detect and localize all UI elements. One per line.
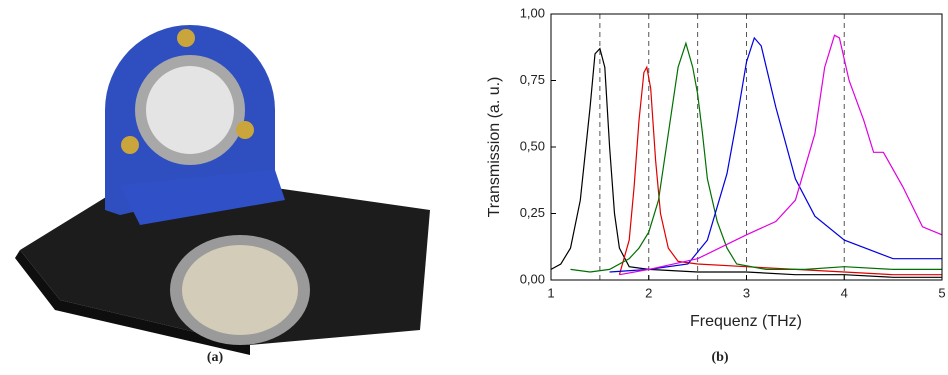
x-tick-label: 2 (645, 285, 652, 300)
y-axis-label: Transmission (a. u.) (486, 77, 503, 218)
caption: (a) (207, 350, 224, 365)
series-line (618, 65, 942, 276)
photo (15, 25, 430, 355)
y-tick-label: 0,00 (520, 271, 545, 286)
series-line (550, 47, 942, 278)
y-tick-label: 1,00 (520, 5, 545, 20)
x-tick-label: 3 (743, 285, 750, 300)
caption: (b) (711, 350, 728, 365)
x-tick-label: 1 (547, 285, 554, 300)
series-line (619, 34, 943, 276)
x-axis-label: Frequenz (THz) (690, 313, 802, 330)
series-line (609, 36, 942, 273)
y-tick-label: 0,75 (520, 72, 545, 87)
y-tick-label: 0,50 (520, 138, 545, 153)
x-tick-label: 4 (841, 285, 848, 300)
y-tick-label: 0,25 (520, 205, 545, 220)
series-line (570, 41, 942, 273)
x-tick-label: 5 (938, 285, 945, 300)
